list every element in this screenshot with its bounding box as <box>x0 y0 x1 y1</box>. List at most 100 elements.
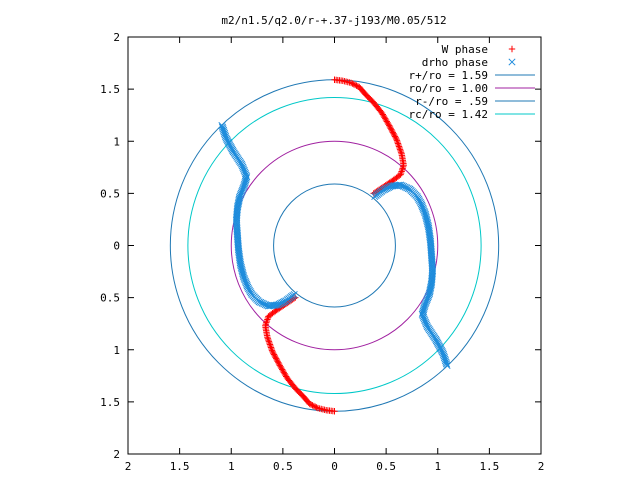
plus-marker <box>263 317 271 325</box>
plus-marker <box>270 349 277 357</box>
data-markers <box>218 76 451 415</box>
cross-marker <box>290 290 298 299</box>
plus-marker <box>395 141 402 149</box>
plus-marker <box>275 360 283 368</box>
plus-marker <box>278 366 286 373</box>
plus-marker <box>397 147 404 155</box>
plus-marker <box>386 123 394 131</box>
y-tick-label: 1.5 <box>100 83 120 96</box>
plus-marker <box>283 374 291 382</box>
plus-marker <box>383 118 391 125</box>
plus-marker <box>347 79 355 87</box>
plus-marker <box>279 367 287 375</box>
legend-label: r-/ro = .59 <box>415 95 488 108</box>
x-tick-label: 1.5 <box>170 460 190 473</box>
plus-marker <box>314 404 322 412</box>
plus-marker <box>266 341 274 348</box>
plus-marker <box>277 363 284 370</box>
plus-marker <box>386 122 393 129</box>
plus-marker <box>400 162 407 169</box>
x-tick-label: 2 <box>538 460 545 473</box>
cross-marker <box>390 182 398 190</box>
plus-marker <box>394 138 401 146</box>
plus-marker <box>353 82 360 89</box>
y-tick-label: 2 <box>113 448 120 461</box>
x-tick-label: 2 <box>125 460 132 473</box>
legend-label: drho phase <box>422 56 488 69</box>
plus-marker <box>282 371 289 379</box>
plus-marker <box>268 345 275 353</box>
plus-marker <box>399 165 406 172</box>
plus-marker <box>388 126 395 133</box>
legend-sample <box>508 58 516 66</box>
legend-label: rc/ro = 1.42 <box>409 108 488 121</box>
plus-marker <box>271 352 278 360</box>
plus-marker <box>272 355 280 362</box>
plus-marker <box>267 344 275 351</box>
plus-marker <box>312 403 319 410</box>
plus-marker <box>278 364 285 372</box>
plus-marker <box>392 134 399 142</box>
plus-marker <box>269 348 276 356</box>
chart-title: m2/n1.5/q2.0/r-+.37-j193/M0.05/512 <box>221 14 446 27</box>
y-tick-label: 1.5 <box>100 396 120 409</box>
plus-marker <box>262 321 270 328</box>
plus-marker <box>391 133 399 140</box>
y-tick-label: 0.5 <box>100 187 120 200</box>
y-tick-label: 0 <box>113 240 120 253</box>
y-tick-label: 0.5 <box>100 292 120 305</box>
plus-marker <box>264 335 272 342</box>
plus-marker <box>351 81 359 89</box>
plus-marker <box>280 369 287 376</box>
legend-label: W phase <box>442 43 488 56</box>
plus-marker <box>388 127 396 135</box>
plus-marker <box>310 402 318 410</box>
plus-marker <box>268 347 276 354</box>
plus-marker <box>262 322 269 329</box>
plus-marker <box>390 130 397 137</box>
plus-marker <box>276 362 283 369</box>
plus-marker <box>275 359 282 366</box>
reference-circle <box>273 183 396 308</box>
y-tick-label: 1 <box>113 135 120 148</box>
plus-marker <box>398 168 405 175</box>
plus-marker <box>265 336 272 344</box>
plus-marker <box>264 316 271 323</box>
plus-marker <box>265 338 273 345</box>
plus-marker <box>267 342 274 350</box>
y-tick-label: 1 <box>113 344 120 357</box>
reference-circle <box>230 140 439 351</box>
plus-marker <box>395 143 403 150</box>
plus-marker <box>273 356 281 364</box>
reference-circle <box>187 96 482 395</box>
plus-marker <box>313 404 320 411</box>
plus-marker <box>382 115 389 122</box>
x-tick-label: 0 <box>331 460 338 473</box>
plus-marker <box>389 129 397 136</box>
legend-sample <box>508 45 516 53</box>
x-tick-label: 1.5 <box>479 460 499 473</box>
plus-marker <box>398 166 406 174</box>
plus-marker <box>281 370 288 377</box>
y-tick-label: 2 <box>113 31 120 44</box>
plus-marker <box>381 114 388 121</box>
plus-marker <box>272 354 279 361</box>
x-tick-label: 1 <box>434 460 441 473</box>
legend-label: ro/ro = 1.00 <box>409 82 488 95</box>
plus-marker <box>396 146 404 153</box>
plus-marker <box>350 81 357 88</box>
plus-marker <box>266 339 273 347</box>
plus-marker <box>270 351 278 358</box>
legend-label: r+/ro = 1.59 <box>409 69 488 82</box>
plus-marker <box>387 125 394 132</box>
plus-marker <box>394 140 402 147</box>
plus-marker <box>393 135 400 143</box>
axis-ticks: 2 1.5 1 0.5 0 0.5 1 1.5 221.510.500.511.52 <box>100 31 544 473</box>
cross-marker <box>371 192 379 201</box>
cross-marker <box>271 301 279 309</box>
plus-marker <box>393 137 401 144</box>
plus-marker <box>349 80 356 87</box>
plus-marker <box>399 163 407 170</box>
